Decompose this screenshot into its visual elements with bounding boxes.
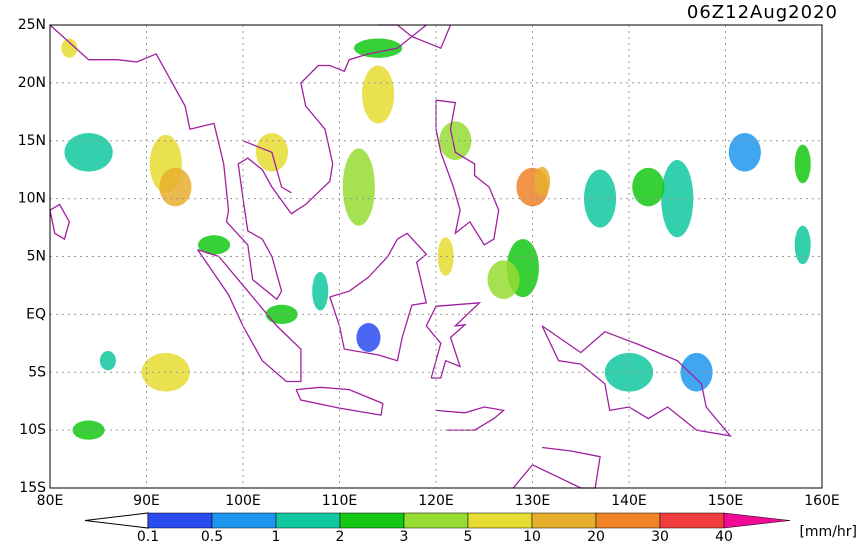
colorbar-label: 20	[587, 529, 605, 544]
lon-label: 150E	[708, 493, 744, 509]
colorbar-label: 30	[651, 529, 669, 544]
rain-area	[680, 352, 713, 392]
lat-label: 25N	[18, 17, 46, 33]
coastline	[295, 386, 384, 416]
rain-area	[794, 225, 811, 265]
colorbar-swatch	[595, 512, 661, 529]
rain-area	[197, 235, 231, 255]
rain-area	[437, 237, 454, 276]
colorbar-swatch	[659, 512, 725, 529]
coastline	[425, 302, 482, 379]
lat-label: 20N	[18, 75, 46, 91]
rain-area	[265, 304, 298, 325]
colorbar-label: 40	[715, 529, 733, 544]
lat-label: 5N	[27, 249, 46, 265]
grid	[50, 25, 822, 488]
lon-label: 90E	[133, 493, 160, 509]
rain-area	[64, 132, 113, 172]
rain-area	[312, 271, 329, 311]
colorbar-swatch	[211, 512, 277, 529]
lat-label: 15N	[18, 133, 46, 149]
rain-area	[661, 159, 694, 238]
rain-area	[583, 169, 617, 228]
coastline	[512, 446, 601, 489]
rain-area	[534, 166, 551, 196]
coastline	[242, 140, 292, 194]
lon-label: 110E	[322, 493, 358, 509]
lon-label: 130E	[515, 493, 551, 509]
coastline	[49, 203, 70, 241]
colorbar-swatch	[275, 512, 341, 529]
colorbar-swatch	[147, 512, 213, 529]
lon-label: 160E	[804, 493, 840, 509]
rain-area	[604, 352, 654, 392]
coastlines	[49, 24, 732, 489]
colorbar-label: 2	[336, 529, 345, 544]
colorbar-unit: [mm/hr]	[799, 524, 857, 540]
colorbar-label: 1	[272, 529, 281, 544]
colorbar-swatch	[339, 512, 405, 529]
colorbar-label: 10	[523, 529, 541, 544]
colorbar-label: 5	[464, 529, 473, 544]
lon-label: 100E	[225, 493, 261, 509]
rain-areas	[61, 38, 811, 440]
rain-area	[439, 121, 472, 161]
colorbar-swatch	[403, 512, 469, 529]
rain-area	[99, 351, 116, 371]
rain-area	[728, 132, 761, 172]
colorbar-label: 0.1	[137, 529, 159, 544]
lat-label: 15S	[19, 480, 46, 496]
colorbar-label: 0.5	[201, 529, 223, 544]
coastline	[49, 24, 427, 301]
coastline	[329, 232, 428, 362]
map-frame	[49, 24, 823, 489]
colorbar-low-end	[84, 512, 149, 529]
rain-area	[632, 167, 665, 207]
lat-label: EQ	[26, 306, 46, 322]
rain-area	[61, 38, 78, 58]
lat-label: 10S	[19, 422, 46, 438]
colorbar-label: 3	[400, 529, 409, 544]
coastline	[197, 248, 302, 383]
rain-area	[342, 148, 375, 226]
lon-label: 80E	[37, 493, 64, 509]
rain-area	[487, 260, 520, 299]
rain-area	[794, 144, 811, 184]
rain-area	[356, 323, 381, 353]
coastline	[435, 99, 500, 246]
map-title: 06Z12Aug2020	[687, 2, 838, 23]
coastline	[541, 325, 732, 437]
rain-area	[72, 420, 105, 440]
rain-area	[353, 38, 403, 58]
colorbar-swatch	[467, 512, 533, 529]
lat-label: 5S	[28, 364, 46, 380]
lat-label: 10N	[18, 191, 46, 207]
rain-area	[159, 167, 192, 207]
lon-label: 120E	[418, 493, 454, 509]
rain-area	[362, 65, 395, 124]
lon-label: 140E	[611, 493, 647, 509]
colorbar-high-end	[723, 512, 791, 529]
colorbar-swatch	[531, 512, 597, 529]
coastline	[435, 406, 506, 431]
